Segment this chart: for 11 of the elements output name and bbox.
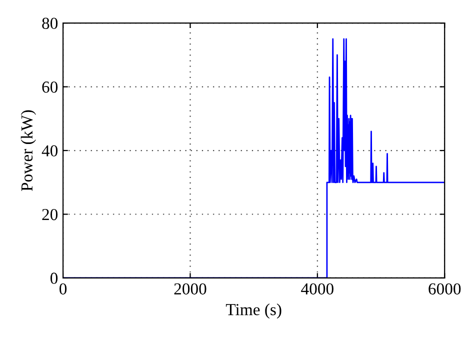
y-tick-label: 20 [42,208,58,220]
y-tick-label: 0 [50,272,58,284]
x-axis-title: Time (s) [226,304,282,319]
y-tick-label: 40 [42,145,58,156]
x-tick-label: 0 [60,283,67,295]
x-tick-label: 6000 [428,283,461,295]
y-tick-label: 60 [42,81,58,93]
x-tick-label: 4000 [301,283,334,295]
x-tick-label: 2000 [174,283,206,295]
y-axis-title: Power (kW) [20,110,36,191]
y-tick-label: 80 [42,18,58,29]
